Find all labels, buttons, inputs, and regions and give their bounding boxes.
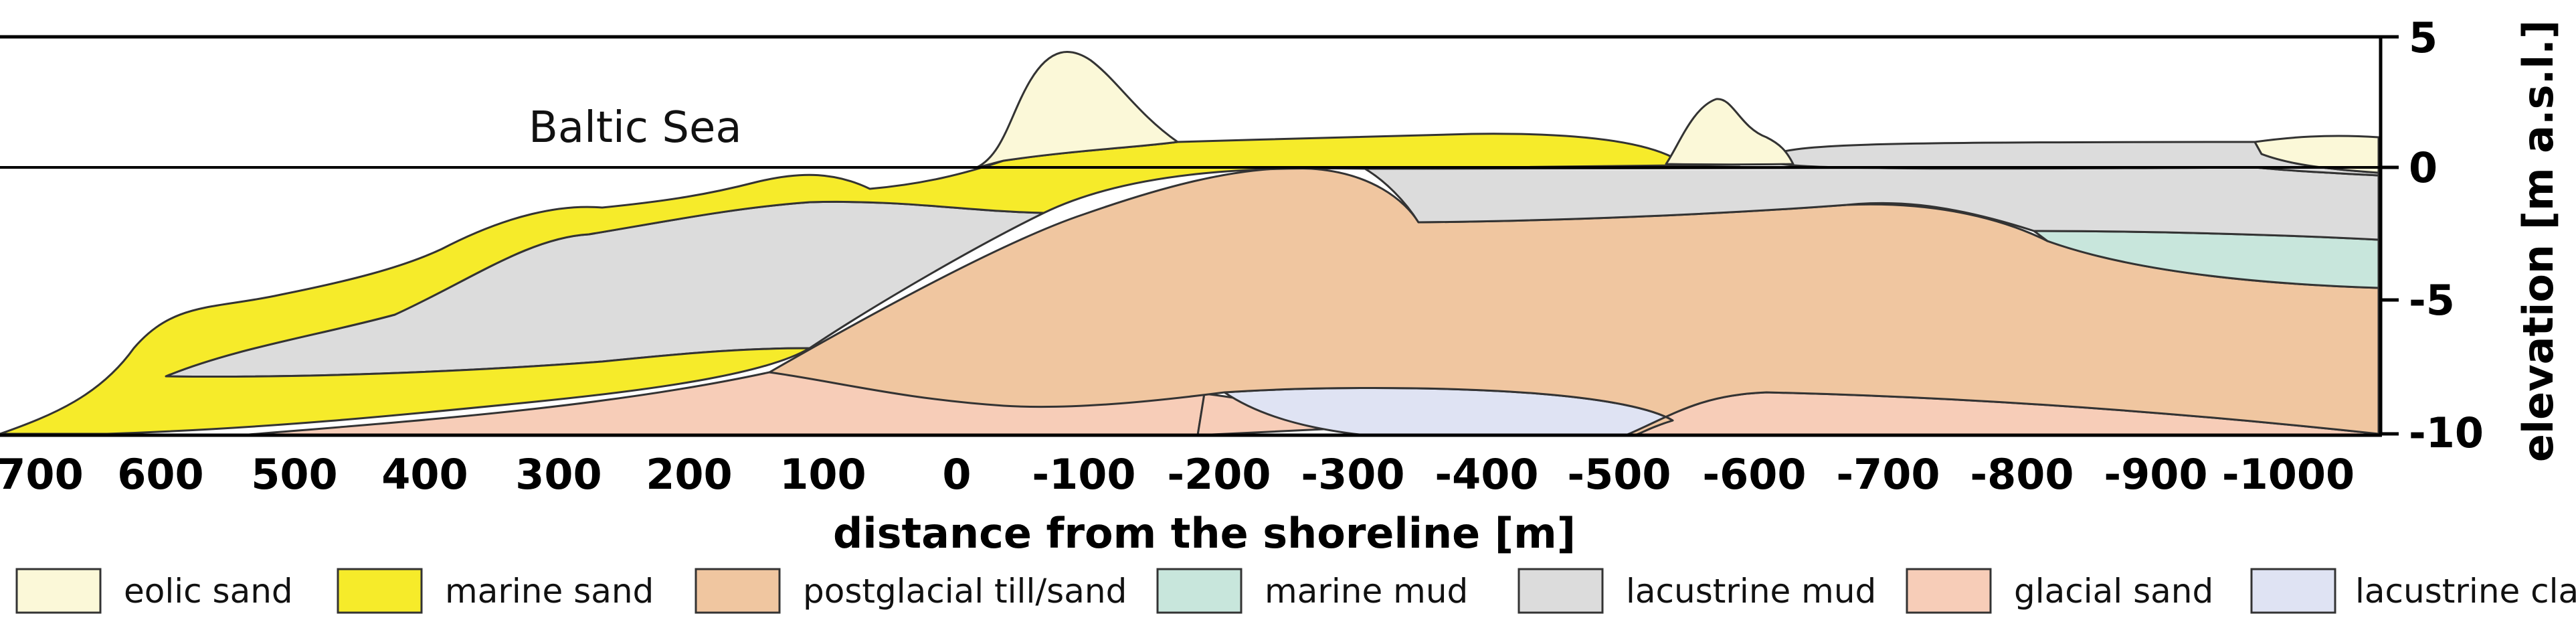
strata xyxy=(0,51,2380,437)
x-tick-label: -100 xyxy=(1032,450,1135,499)
x-tick-label: 400 xyxy=(381,450,468,499)
legend-swatch xyxy=(695,568,781,614)
layer-eolic-dune-3 xyxy=(2253,135,2380,174)
x-tick-label: -800 xyxy=(1970,450,2074,499)
legend-item-eolic-sand: eolic sand xyxy=(15,568,293,614)
baltic-sea-label: Baltic Sea xyxy=(529,103,742,153)
legend-item-marine-sand: marine sand xyxy=(337,568,654,614)
y-tick-label: 0 xyxy=(2409,143,2437,192)
legend-swatch xyxy=(1517,568,1604,614)
legend-item-lacustrine-clay: lacustrine clay xyxy=(2250,568,2576,614)
x-axis-tick-labels: 700 600 500 400 300 200 100 0 -100 -200 … xyxy=(0,450,2355,499)
legend-swatch xyxy=(15,568,102,614)
x-tick-label: 600 xyxy=(117,450,203,499)
x-tick-label: 500 xyxy=(251,450,337,499)
x-axis-title: distance from the shoreline [m] xyxy=(833,509,1576,558)
x-tick-label: -1000 xyxy=(2222,450,2355,499)
layer-eolic-dune-2 xyxy=(1665,98,1795,166)
legend-item-postglacial-till-sand: postglacial till/sand xyxy=(695,568,1127,614)
legend-label: lacustrine mud xyxy=(1626,572,1876,611)
legend-label: eolic sand xyxy=(124,572,293,611)
x-tick-label: 300 xyxy=(515,450,602,499)
legend-item-lacustrine-mud: lacustrine mud xyxy=(1517,568,1876,614)
legend-swatch xyxy=(2250,568,2336,614)
x-tick-label: -300 xyxy=(1301,450,1404,499)
y-tick-label: 5 xyxy=(2409,13,2437,62)
y-tick-label: -5 xyxy=(2409,276,2455,325)
legend-label: postglacial till/sand xyxy=(803,572,1127,611)
legend-item-glacial-sand: glacial sand xyxy=(1906,568,2213,614)
x-tick-label: 200 xyxy=(646,450,732,499)
legend-label: marine mud xyxy=(1265,572,1468,611)
x-tick-label: -400 xyxy=(1435,450,1538,499)
legend-label: marine sand xyxy=(445,572,654,611)
y-axis-ticks xyxy=(2381,35,2399,436)
legend: eolic sand marine sand postglacial till/… xyxy=(15,568,2576,614)
x-tick-label: 100 xyxy=(779,450,866,499)
x-tick-label: 700 xyxy=(0,450,84,499)
legend-swatch xyxy=(337,568,423,614)
x-tick-label: -700 xyxy=(1836,450,1940,499)
x-tick-label: -500 xyxy=(1567,450,1671,499)
legend-label: lacustrine clay xyxy=(2355,572,2576,611)
legend-label: glacial sand xyxy=(2014,572,2213,611)
x-tick-label: 0 xyxy=(942,450,971,499)
legend-swatch xyxy=(1906,568,1992,614)
legend-item-marine-mud: marine mud xyxy=(1156,568,1468,614)
x-tick-label: -600 xyxy=(1702,450,1806,499)
layer-eolic-dune-1 xyxy=(976,51,1179,169)
legend-swatch xyxy=(1156,568,1243,614)
y-tick-label: -10 xyxy=(2409,408,2484,457)
x-tick-label: -900 xyxy=(2104,450,2207,499)
x-tick-label: -200 xyxy=(1167,450,1271,499)
y-axis-title: elevation [m a.s.l.] xyxy=(2514,20,2563,462)
